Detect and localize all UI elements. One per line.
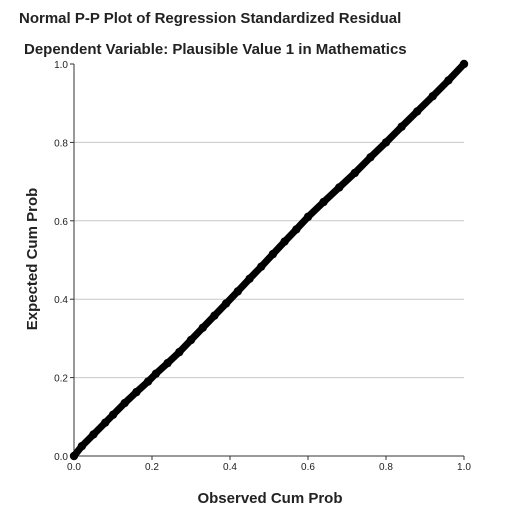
data-point bbox=[350, 168, 359, 178]
chart-subtitle: Dependent Variable: Plausible Value 1 in… bbox=[24, 41, 407, 58]
data-point bbox=[381, 138, 391, 147]
data-point bbox=[132, 387, 141, 397]
x-tick-label: 0.8 bbox=[379, 462, 393, 473]
x-tick-label: 0.4 bbox=[223, 462, 237, 473]
data-point bbox=[210, 311, 219, 320]
y-tick-label: 0.0 bbox=[54, 452, 68, 463]
data-point bbox=[186, 335, 196, 345]
data-point bbox=[444, 76, 453, 85]
data-point bbox=[108, 410, 118, 420]
y-tick-label: 0.4 bbox=[54, 295, 68, 306]
y-tick-label: 0.8 bbox=[54, 138, 68, 149]
x-axis-title: Observed Cum Prob bbox=[197, 490, 342, 507]
plot-axes bbox=[73, 64, 464, 457]
data-point bbox=[198, 323, 207, 333]
data-point bbox=[221, 299, 231, 308]
x-tick-label: 1.0 bbox=[457, 462, 471, 473]
data-point bbox=[257, 262, 266, 271]
x-tick-label: 0.6 bbox=[301, 462, 315, 473]
data-point bbox=[151, 369, 161, 378]
data-point bbox=[303, 212, 313, 222]
data-point bbox=[245, 274, 254, 284]
data-point bbox=[292, 225, 301, 234]
data-point bbox=[175, 347, 184, 357]
point-band bbox=[70, 60, 468, 460]
y-tick-label: 1.0 bbox=[54, 60, 68, 71]
data-point bbox=[120, 398, 129, 408]
y-axis-title: Expected Cum Prob bbox=[24, 188, 41, 331]
x-tick-label: 0.0 bbox=[67, 462, 81, 473]
chart-title: Normal P-P Plot of Regression Standardiz… bbox=[19, 10, 401, 27]
y-tick-labels: 0.0 0.2 0.4 0.6 0.8 1.0 bbox=[54, 60, 74, 463]
data-point bbox=[163, 358, 172, 368]
data-point bbox=[319, 197, 328, 207]
data-point bbox=[101, 418, 110, 427]
y-tick-label: 0.6 bbox=[54, 217, 68, 228]
data-point bbox=[233, 287, 242, 296]
data-point bbox=[366, 153, 375, 162]
y-tick-label: 0.2 bbox=[54, 374, 68, 385]
data-point bbox=[397, 122, 406, 131]
x-tick-label: 0.2 bbox=[145, 462, 159, 473]
data-point bbox=[459, 59, 469, 69]
data-point bbox=[89, 430, 98, 439]
data-point bbox=[77, 442, 87, 451]
data-point bbox=[335, 183, 344, 192]
data-point bbox=[69, 451, 79, 461]
x-tick-labels: 0.0 0.2 0.4 0.6 0.8 1.0 bbox=[67, 456, 471, 473]
data-point bbox=[428, 91, 437, 101]
data-point bbox=[143, 377, 153, 386]
data-point bbox=[268, 249, 278, 259]
grid-lines bbox=[74, 141, 464, 379]
data-series bbox=[69, 59, 469, 461]
data-point bbox=[280, 237, 289, 246]
data-point bbox=[413, 107, 422, 116]
